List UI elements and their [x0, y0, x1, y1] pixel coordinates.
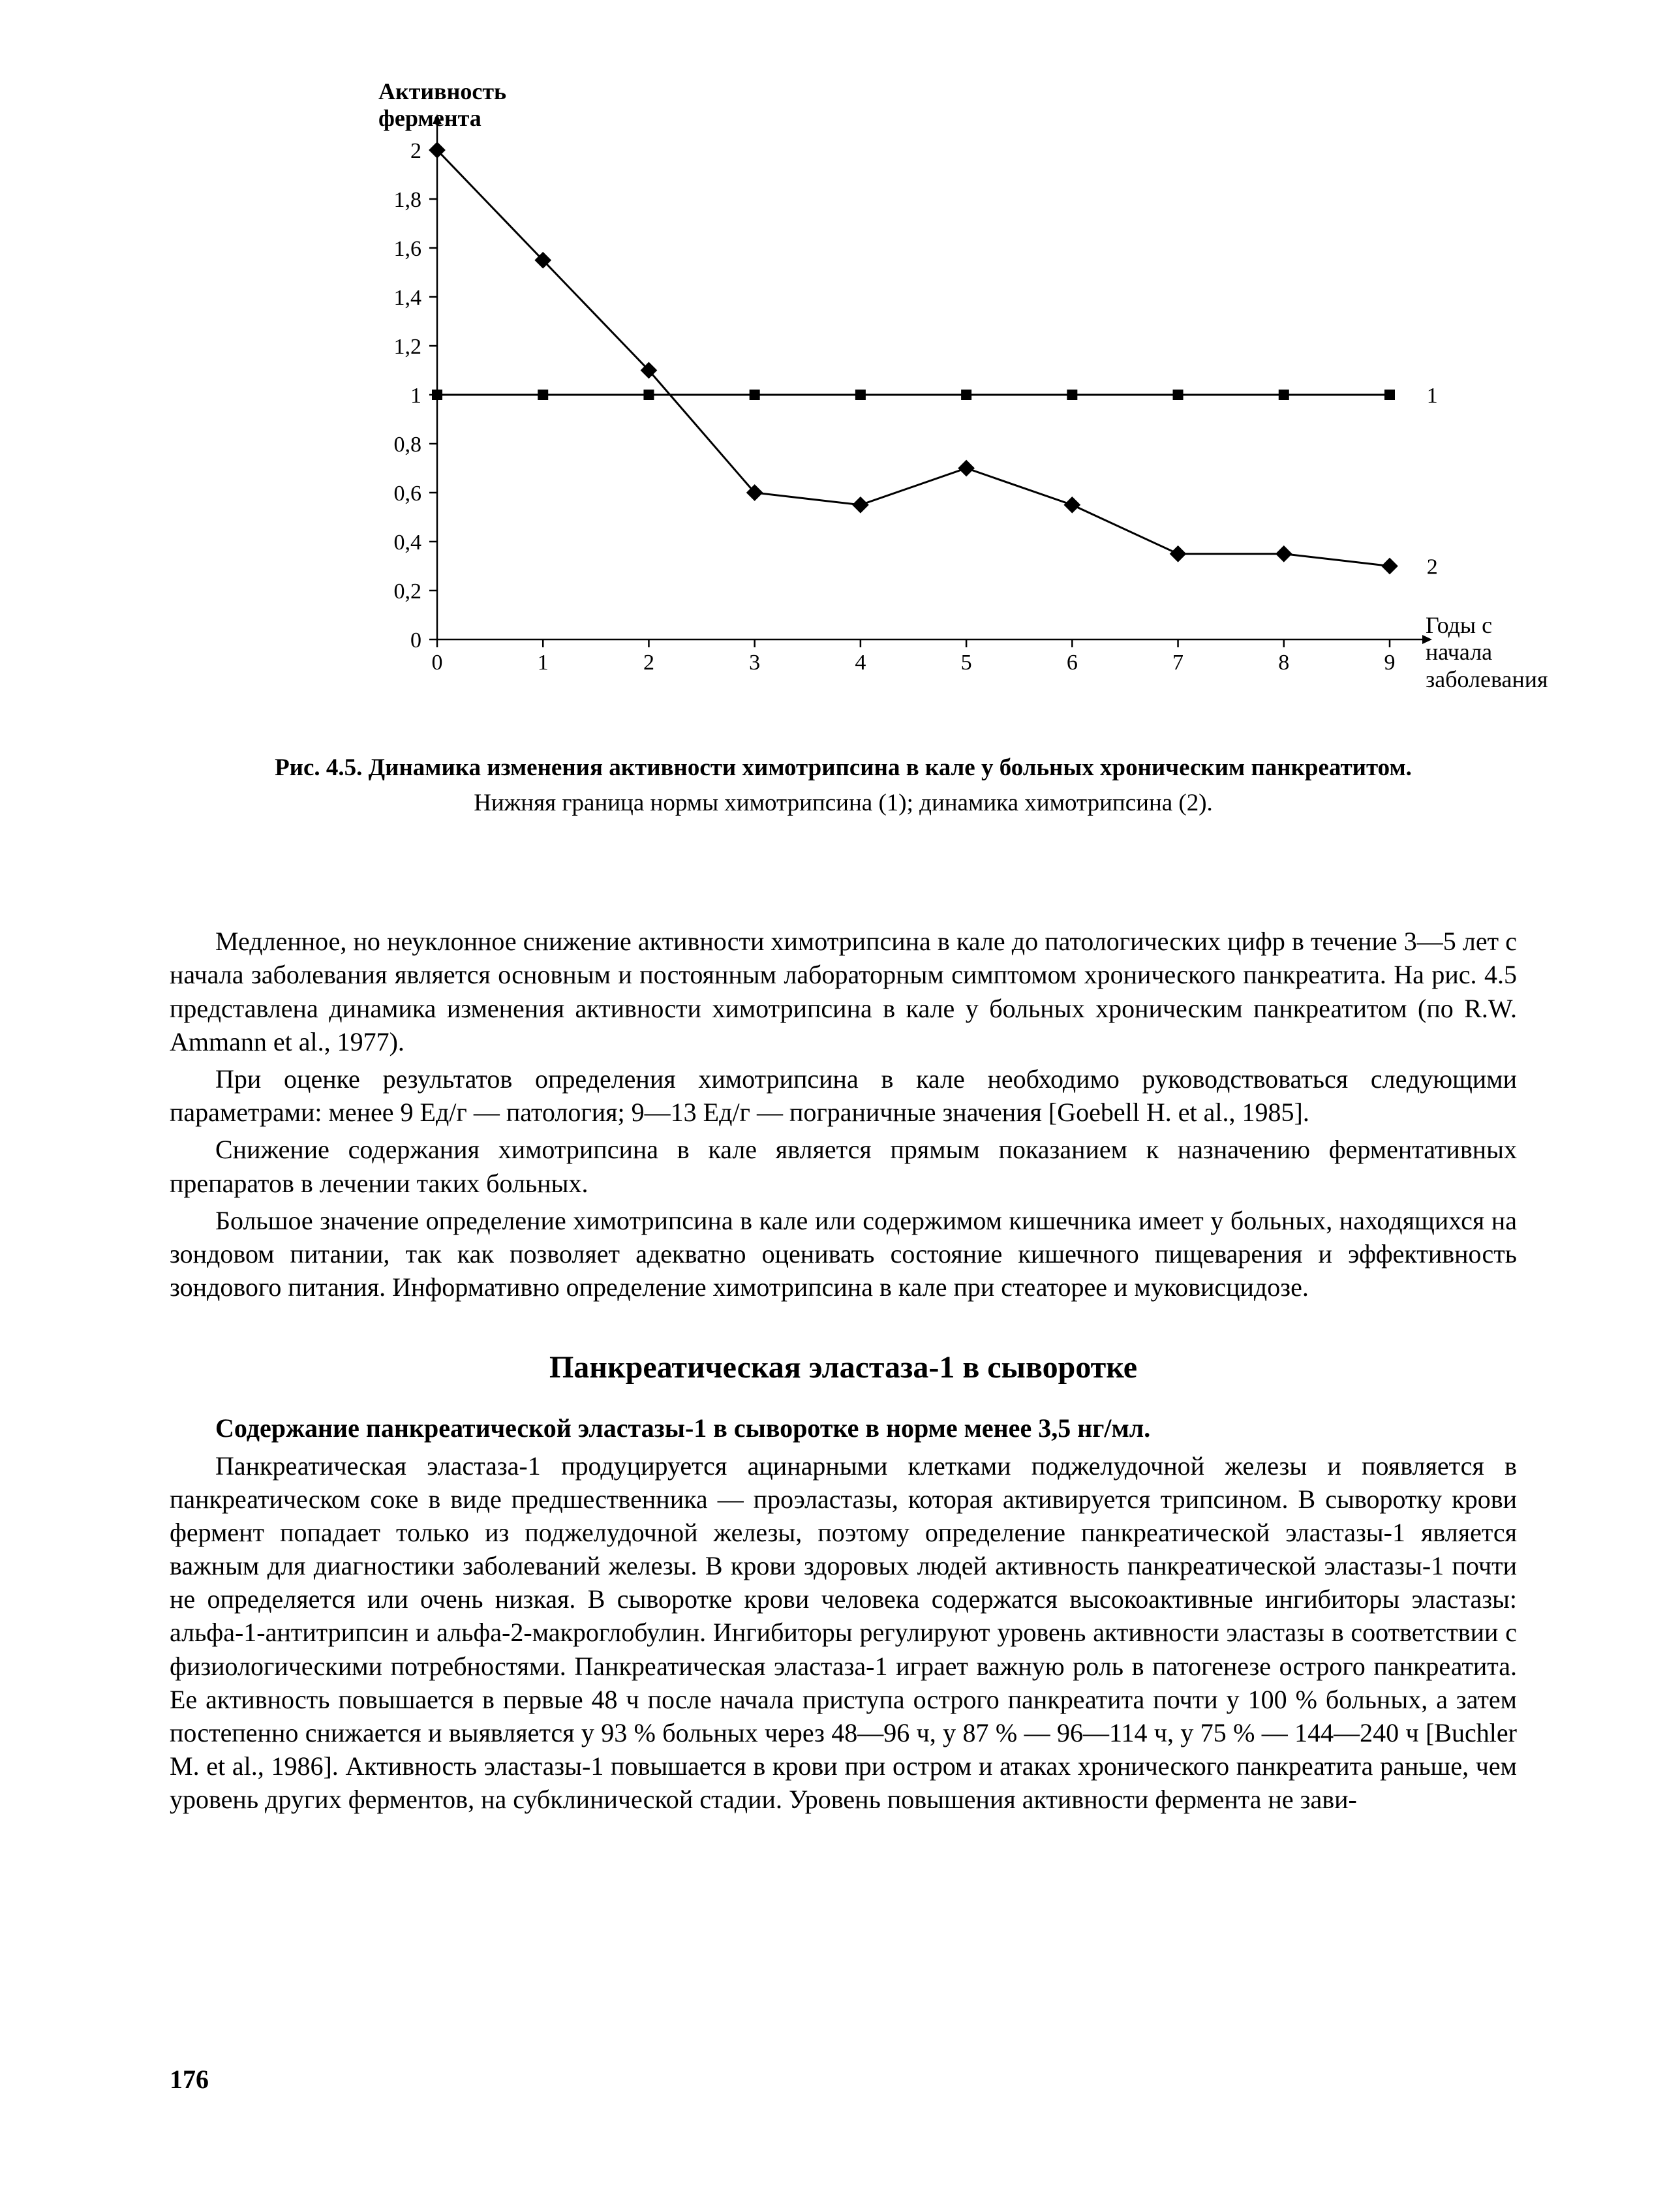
paragraph-1: Медленное, но неуклонное снижение активн… — [170, 925, 1517, 1058]
svg-text:2: 2 — [1427, 555, 1438, 579]
figure-caption: Рис. 4.5. Динамика изменения активности … — [170, 750, 1517, 820]
chart-svg: 0 0,2 0,4 0,6 0,8 1 1,2 1,4 1,6 1,8 2 0 1 2 3 4 5 6 7 8 9 1 2 — [170, 78, 1540, 731]
svg-text:8: 8 — [1278, 651, 1289, 675]
svg-text:6: 6 — [1067, 651, 1078, 675]
page: Активность фермента Годы с начала заболе… — [0, 0, 1680, 2199]
paragraph-5: Панкреатическая эластаза-1 продуцируется… — [170, 1449, 1517, 1817]
svg-text:0: 0 — [432, 651, 443, 675]
svg-text:0,4: 0,4 — [394, 531, 422, 555]
svg-text:4: 4 — [855, 651, 866, 675]
svg-text:2: 2 — [643, 651, 654, 675]
svg-text:1: 1 — [1427, 384, 1438, 408]
svg-text:1,4: 1,4 — [394, 286, 422, 310]
section-title: Панкреатическая эластаза-1 в сыворотке — [170, 1349, 1517, 1385]
svg-text:0,6: 0,6 — [394, 482, 422, 506]
fig-line2: Нижняя граница нормы химотрипсина (1); д… — [474, 790, 1213, 816]
paragraph-2: При оценке результатов определения химот… — [170, 1062, 1517, 1129]
svg-text:1,2: 1,2 — [394, 335, 422, 359]
subhead: Содержание панкреатической эластазы-1 в … — [170, 1411, 1517, 1445]
svg-text:0,8: 0,8 — [394, 433, 422, 457]
chart-block: Активность фермента Годы с начала заболе… — [170, 78, 1517, 737]
svg-text:7: 7 — [1172, 651, 1184, 675]
svg-text:9: 9 — [1384, 651, 1396, 675]
svg-text:5: 5 — [961, 651, 972, 675]
svg-text:1,6: 1,6 — [394, 237, 422, 261]
svg-text:0: 0 — [410, 628, 421, 653]
svg-text:1: 1 — [410, 384, 421, 408]
svg-text:1,8: 1,8 — [394, 188, 422, 212]
paragraph-3: Снижение содержания химотрипсина в кале … — [170, 1133, 1517, 1199]
body-text: Медленное, но неуклонное снижение активн… — [170, 925, 1517, 1816]
page-number: 176 — [170, 2064, 209, 2095]
svg-text:1: 1 — [538, 651, 549, 675]
svg-text:2: 2 — [410, 139, 421, 163]
fig-bold: Динамика изменения активности химотрипси… — [369, 754, 1412, 781]
svg-text:0,2: 0,2 — [394, 579, 422, 604]
svg-text:3: 3 — [749, 651, 760, 675]
paragraph-4: Большое значение определение химотрипсин… — [170, 1204, 1517, 1304]
fig-prefix: Рис. 4.5. — [275, 754, 369, 781]
